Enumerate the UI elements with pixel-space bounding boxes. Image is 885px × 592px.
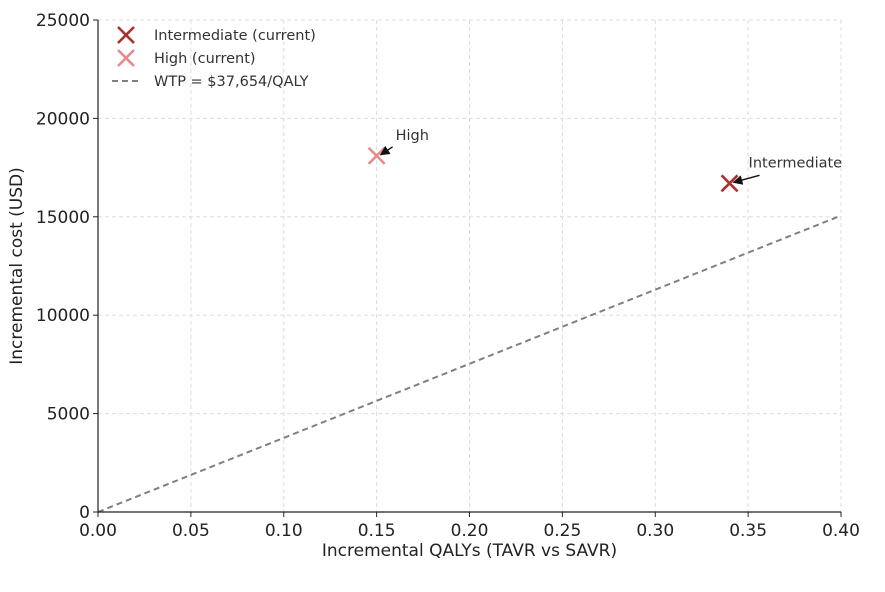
x-tick-label: 0.40 [822,521,860,541]
x-stroke [117,49,135,67]
y-tick-label: 5000 [47,405,90,425]
x-tick-label: 0.35 [729,521,767,541]
y-axis-label: Incremental cost (USD) [7,167,27,364]
x-tick-label: 0.20 [451,521,489,541]
legend-marker [117,49,135,67]
annotation-intermediate: Intermediate [749,155,843,171]
x-tick-label: 0.30 [636,521,674,541]
x-tick-label: 0.25 [543,521,581,541]
y-tick-label: 25000 [36,11,90,31]
y-tick-label: 10000 [36,306,90,326]
x-tick-label: 0.05 [172,521,210,541]
grid [98,19,842,512]
annotations: Intermediate High [379,128,843,185]
legend-label: WTP = $37,654/QALY [154,74,309,90]
legend: Intermediate (current) High (current) WTP … [112,26,316,90]
x-tick-label: 0.10 [265,521,303,541]
legend-label: High (current) [154,51,256,67]
x-axis-label: Incremental QALYs (TAVR vs SAVR) [322,541,617,561]
x-stroke [117,26,135,44]
wtp-line-layer [97,214,842,513]
legend-marker [117,26,135,44]
annotation-arrow [732,174,760,185]
annotation-arrow [379,145,394,156]
intermediate-point [720,174,739,193]
data-points [367,146,739,193]
wtp-line [97,214,842,513]
x-tick-label: 0.00 [79,521,117,541]
legend-label: Intermediate (current) [154,28,316,44]
ticks: 0.00 0.05 0.10 0.15 0.20 0.25 0.30 0.35 0.40 0 500… [36,11,860,541]
y-tick-label: 15000 [36,208,90,228]
y-tick-label: 20000 [36,109,90,129]
x-tick-label: 0.15 [358,521,396,541]
annotation-high: High [396,128,429,144]
y-tick-label: 0 [79,503,90,523]
